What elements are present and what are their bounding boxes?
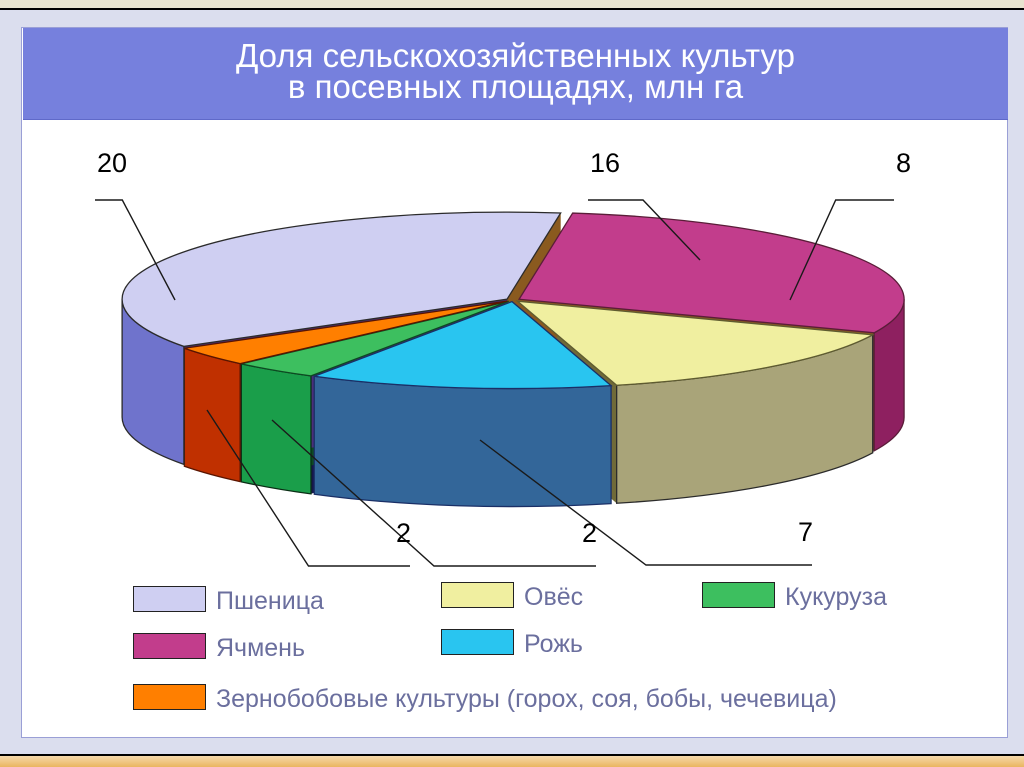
svg-text:2: 2 <box>582 518 597 548</box>
svg-text:2: 2 <box>396 518 411 548</box>
svg-text:8: 8 <box>896 148 911 178</box>
svg-text:20: 20 <box>97 148 127 178</box>
svg-text:7: 7 <box>798 517 813 547</box>
svg-text:16: 16 <box>590 148 620 178</box>
